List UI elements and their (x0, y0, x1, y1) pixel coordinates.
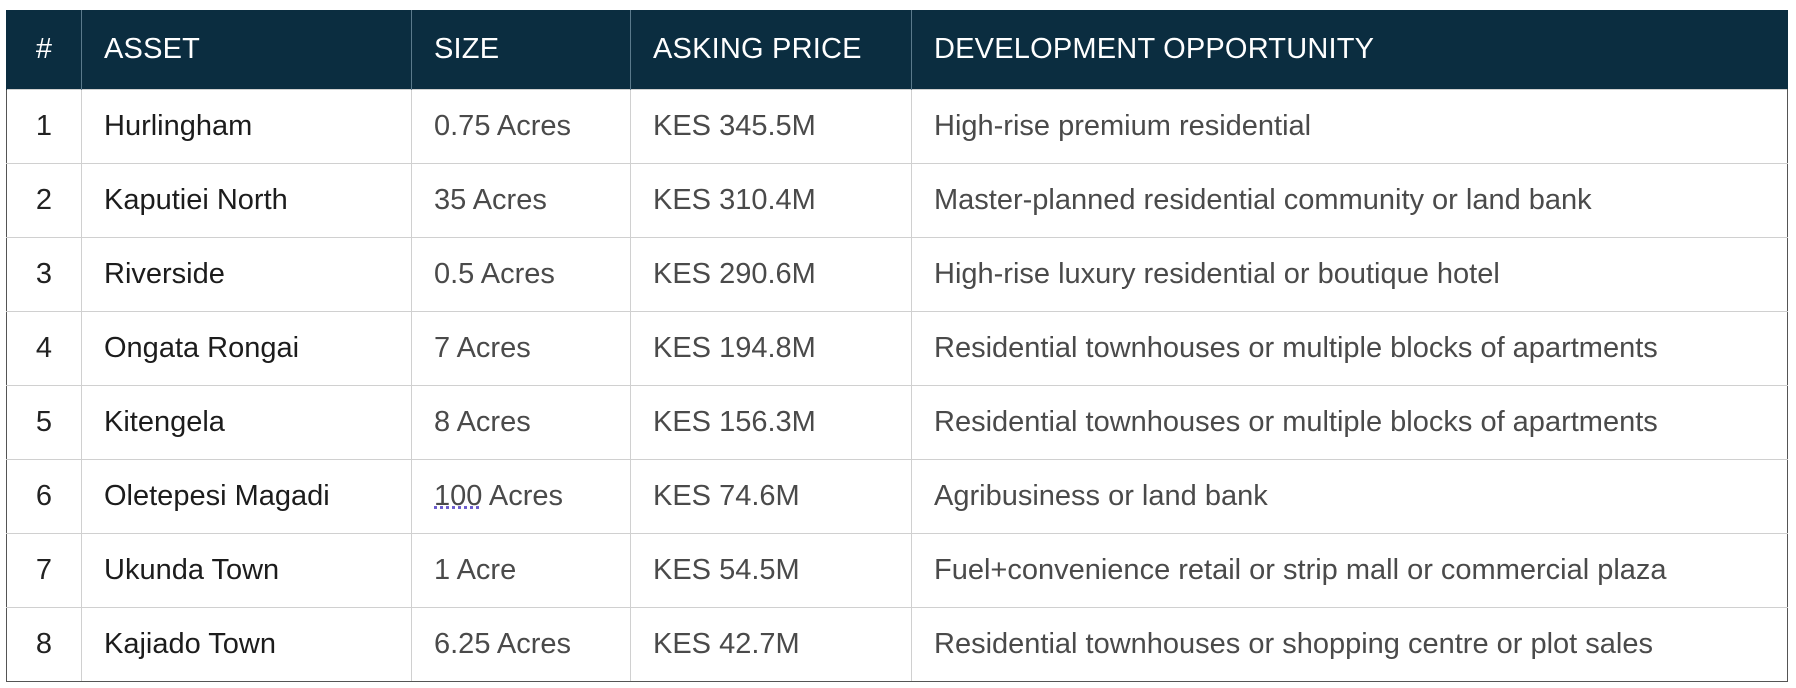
development-opportunity: Residential townhouses or multiple block… (911, 384, 1788, 460)
table-body: 1 Hurlingham 0.75 Acres KES 345.5M High-… (6, 88, 1788, 682)
table-row: 8 Kajiado Town 6.25 Acres KES 42.7M Resi… (6, 606, 1788, 682)
header-row: # ASSET SIZE ASKING PRICE DEVELOPMENT OP… (6, 10, 1788, 89)
asset-size: 100 Acres (411, 458, 631, 534)
development-opportunity: Fuel+convenience retail or strip mall or… (911, 532, 1788, 608)
asset-table: # ASSET SIZE ASKING PRICE DEVELOPMENT OP… (6, 10, 1788, 682)
asset-name: Riverside (81, 236, 412, 312)
asset-name: Hurlingham (81, 88, 412, 164)
asset-size: 0.5 Acres (411, 236, 631, 312)
asset-size: 0.75 Acres (411, 88, 631, 164)
development-opportunity: Agribusiness or land bank (911, 458, 1788, 534)
table-row: 6 Oletepesi Magadi 100 Acres KES 74.6M A… (6, 458, 1788, 534)
asset-name: Kajiado Town (81, 606, 412, 682)
asset-size: 6.25 Acres (411, 606, 631, 682)
asking-price: KES 74.6M (630, 458, 912, 534)
header-size: SIZE (411, 10, 631, 89)
table-row: 5 Kitengela 8 Acres KES 156.3M Residenti… (6, 384, 1788, 460)
table-row: 4 Ongata Rongai 7 Acres KES 194.8M Resid… (6, 310, 1788, 386)
row-number: 6 (6, 458, 82, 534)
row-number: 1 (6, 88, 82, 164)
asset-name: Ukunda Town (81, 532, 412, 608)
asking-price: KES 310.4M (630, 162, 912, 238)
header-development-opportunity: DEVELOPMENT OPPORTUNITY (911, 10, 1788, 89)
table-row: 1 Hurlingham 0.75 Acres KES 345.5M High-… (6, 88, 1788, 164)
development-opportunity: Residential townhouses or multiple block… (911, 310, 1788, 386)
asset-name: Ongata Rongai (81, 310, 412, 386)
table-row: 7 Ukunda Town 1 Acre KES 54.5M Fuel+conv… (6, 532, 1788, 608)
asking-price: KES 194.8M (630, 310, 912, 386)
table-row: 2 Kaputiei North 35 Acres KES 310.4M Mas… (6, 162, 1788, 238)
asking-price: KES 156.3M (630, 384, 912, 460)
header-number: # (6, 10, 82, 89)
table-row: 3 Riverside 0.5 Acres KES 290.6M High-ri… (6, 236, 1788, 312)
development-opportunity: Master-planned residential community or … (911, 162, 1788, 238)
asset-size: 35 Acres (411, 162, 631, 238)
asking-price: KES 54.5M (630, 532, 912, 608)
row-number: 5 (6, 384, 82, 460)
asset-name: Oletepesi Magadi (81, 458, 412, 534)
asset-table-container: # ASSET SIZE ASKING PRICE DEVELOPMENT OP… (6, 10, 1788, 682)
asset-size: 1 Acre (411, 532, 631, 608)
development-opportunity: High-rise luxury residential or boutique… (911, 236, 1788, 312)
size-unit: Acres (482, 479, 563, 512)
table-header: # ASSET SIZE ASKING PRICE DEVELOPMENT OP… (6, 10, 1788, 89)
development-opportunity: High-rise premium residential (911, 88, 1788, 164)
development-opportunity: Residential townhouses or shopping centr… (911, 606, 1788, 682)
row-number: 8 (6, 606, 82, 682)
row-number: 7 (6, 532, 82, 608)
row-number: 3 (6, 236, 82, 312)
asset-name: Kaputiei North (81, 162, 412, 238)
asking-price: KES 345.5M (630, 88, 912, 164)
spellcheck-underlined-value: 100 (434, 479, 483, 512)
asset-size: 7 Acres (411, 310, 631, 386)
asset-size: 8 Acres (411, 384, 631, 460)
asking-price: KES 42.7M (630, 606, 912, 682)
asking-price: KES 290.6M (630, 236, 912, 312)
row-number: 4 (6, 310, 82, 386)
asset-name: Kitengela (81, 384, 412, 460)
header-asset: ASSET (81, 10, 412, 89)
row-number: 2 (6, 162, 82, 238)
header-asking-price: ASKING PRICE (630, 10, 912, 89)
